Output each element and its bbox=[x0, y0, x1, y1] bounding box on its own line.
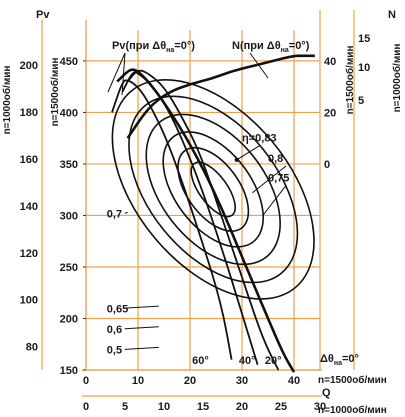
tick-q-1500: 10 bbox=[132, 375, 144, 387]
angle-label: 20° bbox=[265, 355, 282, 367]
angle-axis-tail: =0° bbox=[342, 353, 359, 365]
eff-loop-070 bbox=[145, 113, 281, 266]
tick-q-1000: 10 bbox=[158, 401, 170, 413]
tick-pv-1000: 100 bbox=[20, 295, 38, 307]
angle-axis-label: Δθна=0° bbox=[320, 353, 359, 367]
pv-curve-60 bbox=[111, 79, 233, 360]
angle-label: 40° bbox=[239, 355, 256, 367]
axis-title-n: N bbox=[388, 9, 396, 21]
side-label-n-1500: n=1500об/мин bbox=[344, 46, 356, 115]
legend-n: N(при Δθна=0°) bbox=[232, 40, 310, 54]
eff-leader bbox=[124, 305, 159, 309]
tick-pv-1500: 400 bbox=[60, 107, 78, 119]
legend-pv-leader bbox=[121, 52, 126, 96]
legend-pv: Pv(при Δθна=0°) bbox=[112, 40, 195, 54]
tick-pv-1000: 180 bbox=[20, 107, 38, 119]
angle-axis-sub: на bbox=[334, 360, 342, 367]
eff-loop-080 bbox=[177, 146, 250, 232]
axis-title-q: Q bbox=[322, 387, 331, 399]
tick-n-1500: 0 bbox=[324, 159, 330, 171]
tick-q-1500: 20 bbox=[184, 375, 196, 387]
tick-q-1000: 0 bbox=[83, 401, 89, 413]
eff-loop-060 bbox=[111, 79, 315, 300]
eff-label: 0,75 bbox=[268, 172, 289, 184]
eff-leader bbox=[262, 185, 287, 216]
tick-n-1500: 40 bbox=[324, 56, 336, 68]
legend-pv-sub: на bbox=[166, 47, 174, 54]
tick-pv-1000: 80 bbox=[26, 342, 38, 354]
tick-q-1500: 40 bbox=[288, 375, 300, 387]
tick-q-1000: 5 bbox=[122, 401, 128, 413]
tick-pv-1000: 140 bbox=[20, 201, 38, 213]
eff-loop-075 bbox=[162, 131, 264, 248]
tick-q-1000: 20 bbox=[236, 401, 248, 413]
eff-leader bbox=[252, 165, 287, 194]
axis-unit-q-1500: n=1500об/мин bbox=[318, 374, 387, 386]
eff-loop-065 bbox=[128, 95, 299, 284]
pv-curve-40 bbox=[121, 71, 259, 366]
side-label-pv-1000: n=1000об/мин bbox=[1, 66, 13, 135]
chart-axes bbox=[41, 10, 355, 397]
eff-leader bbox=[236, 144, 261, 161]
chart-labels: 1502002503003504004508010012014016018020… bbox=[1, 9, 403, 416]
eff-loop-083 bbox=[190, 161, 236, 218]
tick-pv-1500: 150 bbox=[60, 365, 78, 377]
legend-pv-leader bbox=[107, 52, 126, 93]
chart-curves bbox=[111, 54, 315, 373]
n-power-curve bbox=[126, 54, 315, 139]
eff-leader bbox=[124, 211, 128, 214]
side-label-pv-1500: n=1500об/мин bbox=[49, 58, 61, 127]
axis-unit-q-1000: n=1000об/мин bbox=[318, 404, 387, 416]
tick-pv-1000: 200 bbox=[20, 60, 38, 72]
legend-n-sub: на bbox=[281, 47, 289, 54]
eff-label: η=0,83 bbox=[242, 132, 277, 144]
side-label-n-1000: n=1000об/мин bbox=[391, 44, 403, 113]
eff-label: 0,7 bbox=[107, 209, 122, 221]
tick-pv-1500: 300 bbox=[60, 210, 78, 222]
tick-n-1000: 10 bbox=[358, 62, 370, 74]
legend-pv-tail: =0°) bbox=[174, 40, 195, 52]
tick-pv-1500: 250 bbox=[60, 262, 78, 274]
tick-n-1000: 5 bbox=[358, 95, 364, 107]
tick-q-1000: 25 bbox=[275, 401, 287, 413]
tick-pv-1000: 120 bbox=[20, 248, 38, 260]
eff-label: 0,8 bbox=[268, 153, 283, 165]
pv-curve-20 bbox=[126, 69, 280, 371]
legend-n-leader bbox=[249, 52, 269, 79]
tick-pv-1500: 350 bbox=[60, 159, 78, 171]
tick-n-1000: 15 bbox=[358, 33, 370, 45]
tick-q-1500: 0 bbox=[83, 375, 89, 387]
tick-q-1000: 30 bbox=[314, 401, 326, 413]
tick-pv-1500: 450 bbox=[60, 56, 78, 68]
tick-q-1000: 15 bbox=[197, 401, 209, 413]
tick-pv-1000: 160 bbox=[20, 154, 38, 166]
eff-leader bbox=[124, 326, 159, 330]
tick-n-1500: 20 bbox=[324, 107, 336, 119]
eff-leader bbox=[124, 346, 159, 350]
eff-label: 0,6 bbox=[107, 324, 122, 336]
angle-label: 60° bbox=[192, 355, 209, 367]
eff-label: 0,5 bbox=[107, 345, 122, 357]
eff-label: 0,65 bbox=[107, 303, 128, 315]
tick-pv-1500: 200 bbox=[60, 313, 78, 325]
tick-q-1500: 30 bbox=[236, 375, 248, 387]
axis-title-pv: Pv bbox=[36, 9, 50, 21]
legend-n-tail: =0°) bbox=[289, 40, 310, 52]
